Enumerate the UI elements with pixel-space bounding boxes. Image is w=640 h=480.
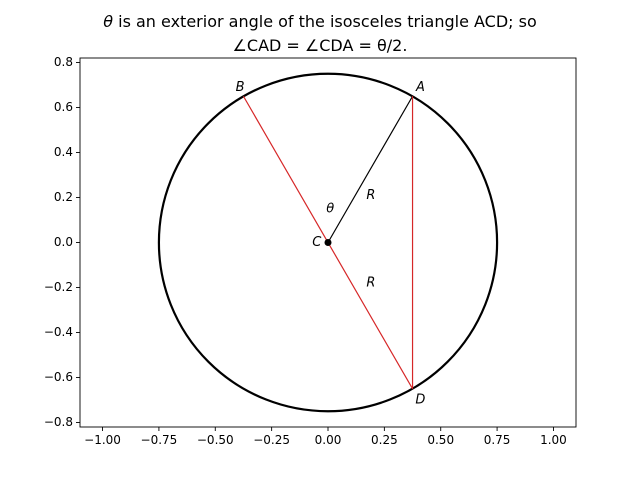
x-tick-label: 0.75 (484, 433, 511, 447)
x-tick-label: −0.50 (197, 433, 234, 447)
annotation-d-3: D (415, 393, 425, 408)
x-tick-label: −1.00 (84, 433, 121, 447)
y-tick-label: 0.4 (54, 145, 73, 159)
x-tick-label: 0.25 (371, 433, 398, 447)
title-theta-symbol: θ (103, 12, 113, 31)
y-tick-label: 0.6 (54, 100, 73, 114)
chart-title-line1: θ is an exterior angle of the isosceles … (103, 12, 537, 31)
y-tick-label: −0.2 (44, 280, 73, 294)
x-tick-label: −0.25 (253, 433, 290, 447)
annotation-r-4: R (366, 188, 375, 203)
annotation-r-5: R (366, 276, 375, 291)
chart-title-line2: ∠CAD = ∠CDA = θ/2. (233, 36, 408, 55)
annotation-a-0: A (415, 80, 425, 95)
y-tick-label: −0.8 (44, 415, 73, 429)
y-tick-label: 0.0 (54, 235, 73, 249)
annotation-theta-6: θ (326, 201, 334, 216)
y-tick-label: 0.2 (54, 190, 73, 204)
y-tick-label: 0.8 (54, 55, 73, 69)
x-tick-label: 0.50 (427, 433, 454, 447)
y-tick-label: −0.4 (44, 325, 73, 339)
title-line1-text: is an exterior angle of the isosceles tr… (113, 12, 537, 31)
circle-outline (157, 72, 499, 413)
x-tick-label: 0.00 (315, 433, 342, 447)
x-tick-label: 1.00 (540, 433, 567, 447)
center-point-marker (324, 239, 332, 246)
annotation-b-1: B (236, 80, 245, 95)
y-tick-label: −0.6 (44, 370, 73, 384)
segment-ca (327, 95, 414, 243)
axes: −1.00 −0.75 −0.50 −0.25 0.00 0.25 0.50 0.75 1.00… (44, 55, 577, 447)
annotation-c-2: C (312, 235, 322, 250)
x-tick-label: −0.75 (141, 433, 178, 447)
plot-area: A B C D R Rθ (157, 72, 499, 413)
